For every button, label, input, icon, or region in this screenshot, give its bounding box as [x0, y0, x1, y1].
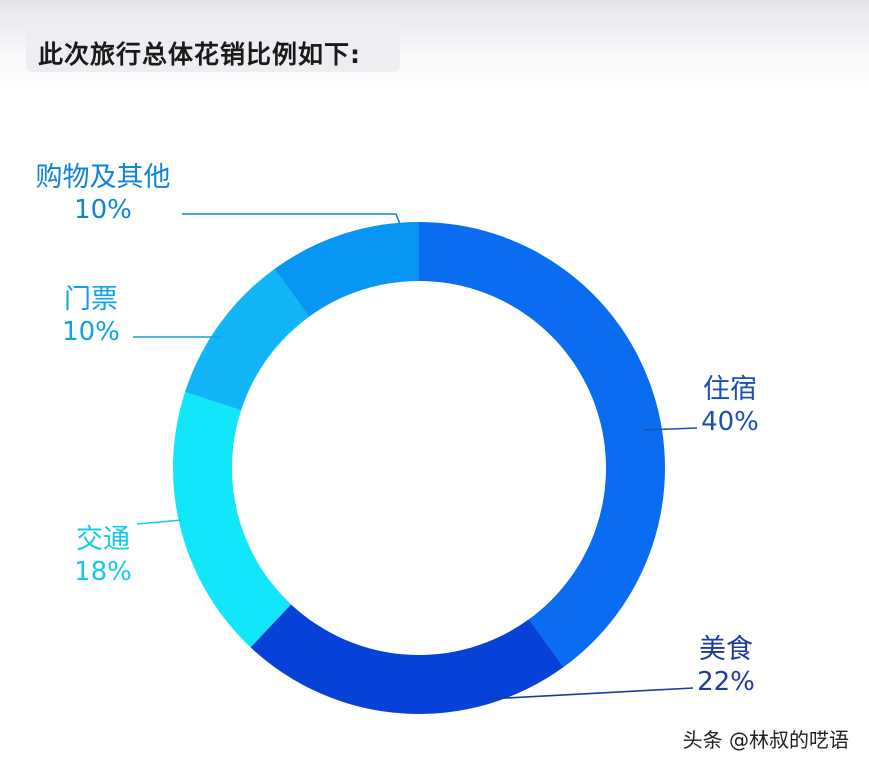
- slice-percent-1: 22%: [697, 667, 755, 697]
- donut-slice-4: [274, 222, 419, 317]
- donut-slice-3: [185, 268, 310, 411]
- donut-slice-0: [419, 222, 665, 668]
- page-title: 此次旅行总体花销比例如下:: [38, 40, 361, 69]
- slice-label-0: 住宿: [703, 374, 757, 405]
- slice-label-1: 美食: [699, 634, 753, 665]
- slice-label-4: 购物及其他: [36, 162, 171, 193]
- leader-line-4: [182, 213, 401, 225]
- watermark-text: 头条 @林叔的呓语: [682, 728, 849, 752]
- slice-percent-3: 10%: [62, 317, 120, 347]
- leader-line-2: [136, 519, 183, 525]
- donut-slice-1: [250, 604, 564, 714]
- slice-percent-2: 18%: [74, 557, 132, 587]
- title-banner: 此次旅行总体花销比例如下:: [26, 28, 400, 72]
- leader-line-0: [644, 427, 698, 431]
- slice-label-3: 门票: [64, 284, 118, 315]
- slice-percent-4: 10%: [74, 195, 132, 225]
- slice-percent-0: 40%: [701, 407, 759, 437]
- slice-label-2: 交通: [76, 524, 130, 555]
- leader-line-1: [487, 687, 694, 700]
- donut-slice-2: [173, 391, 291, 648]
